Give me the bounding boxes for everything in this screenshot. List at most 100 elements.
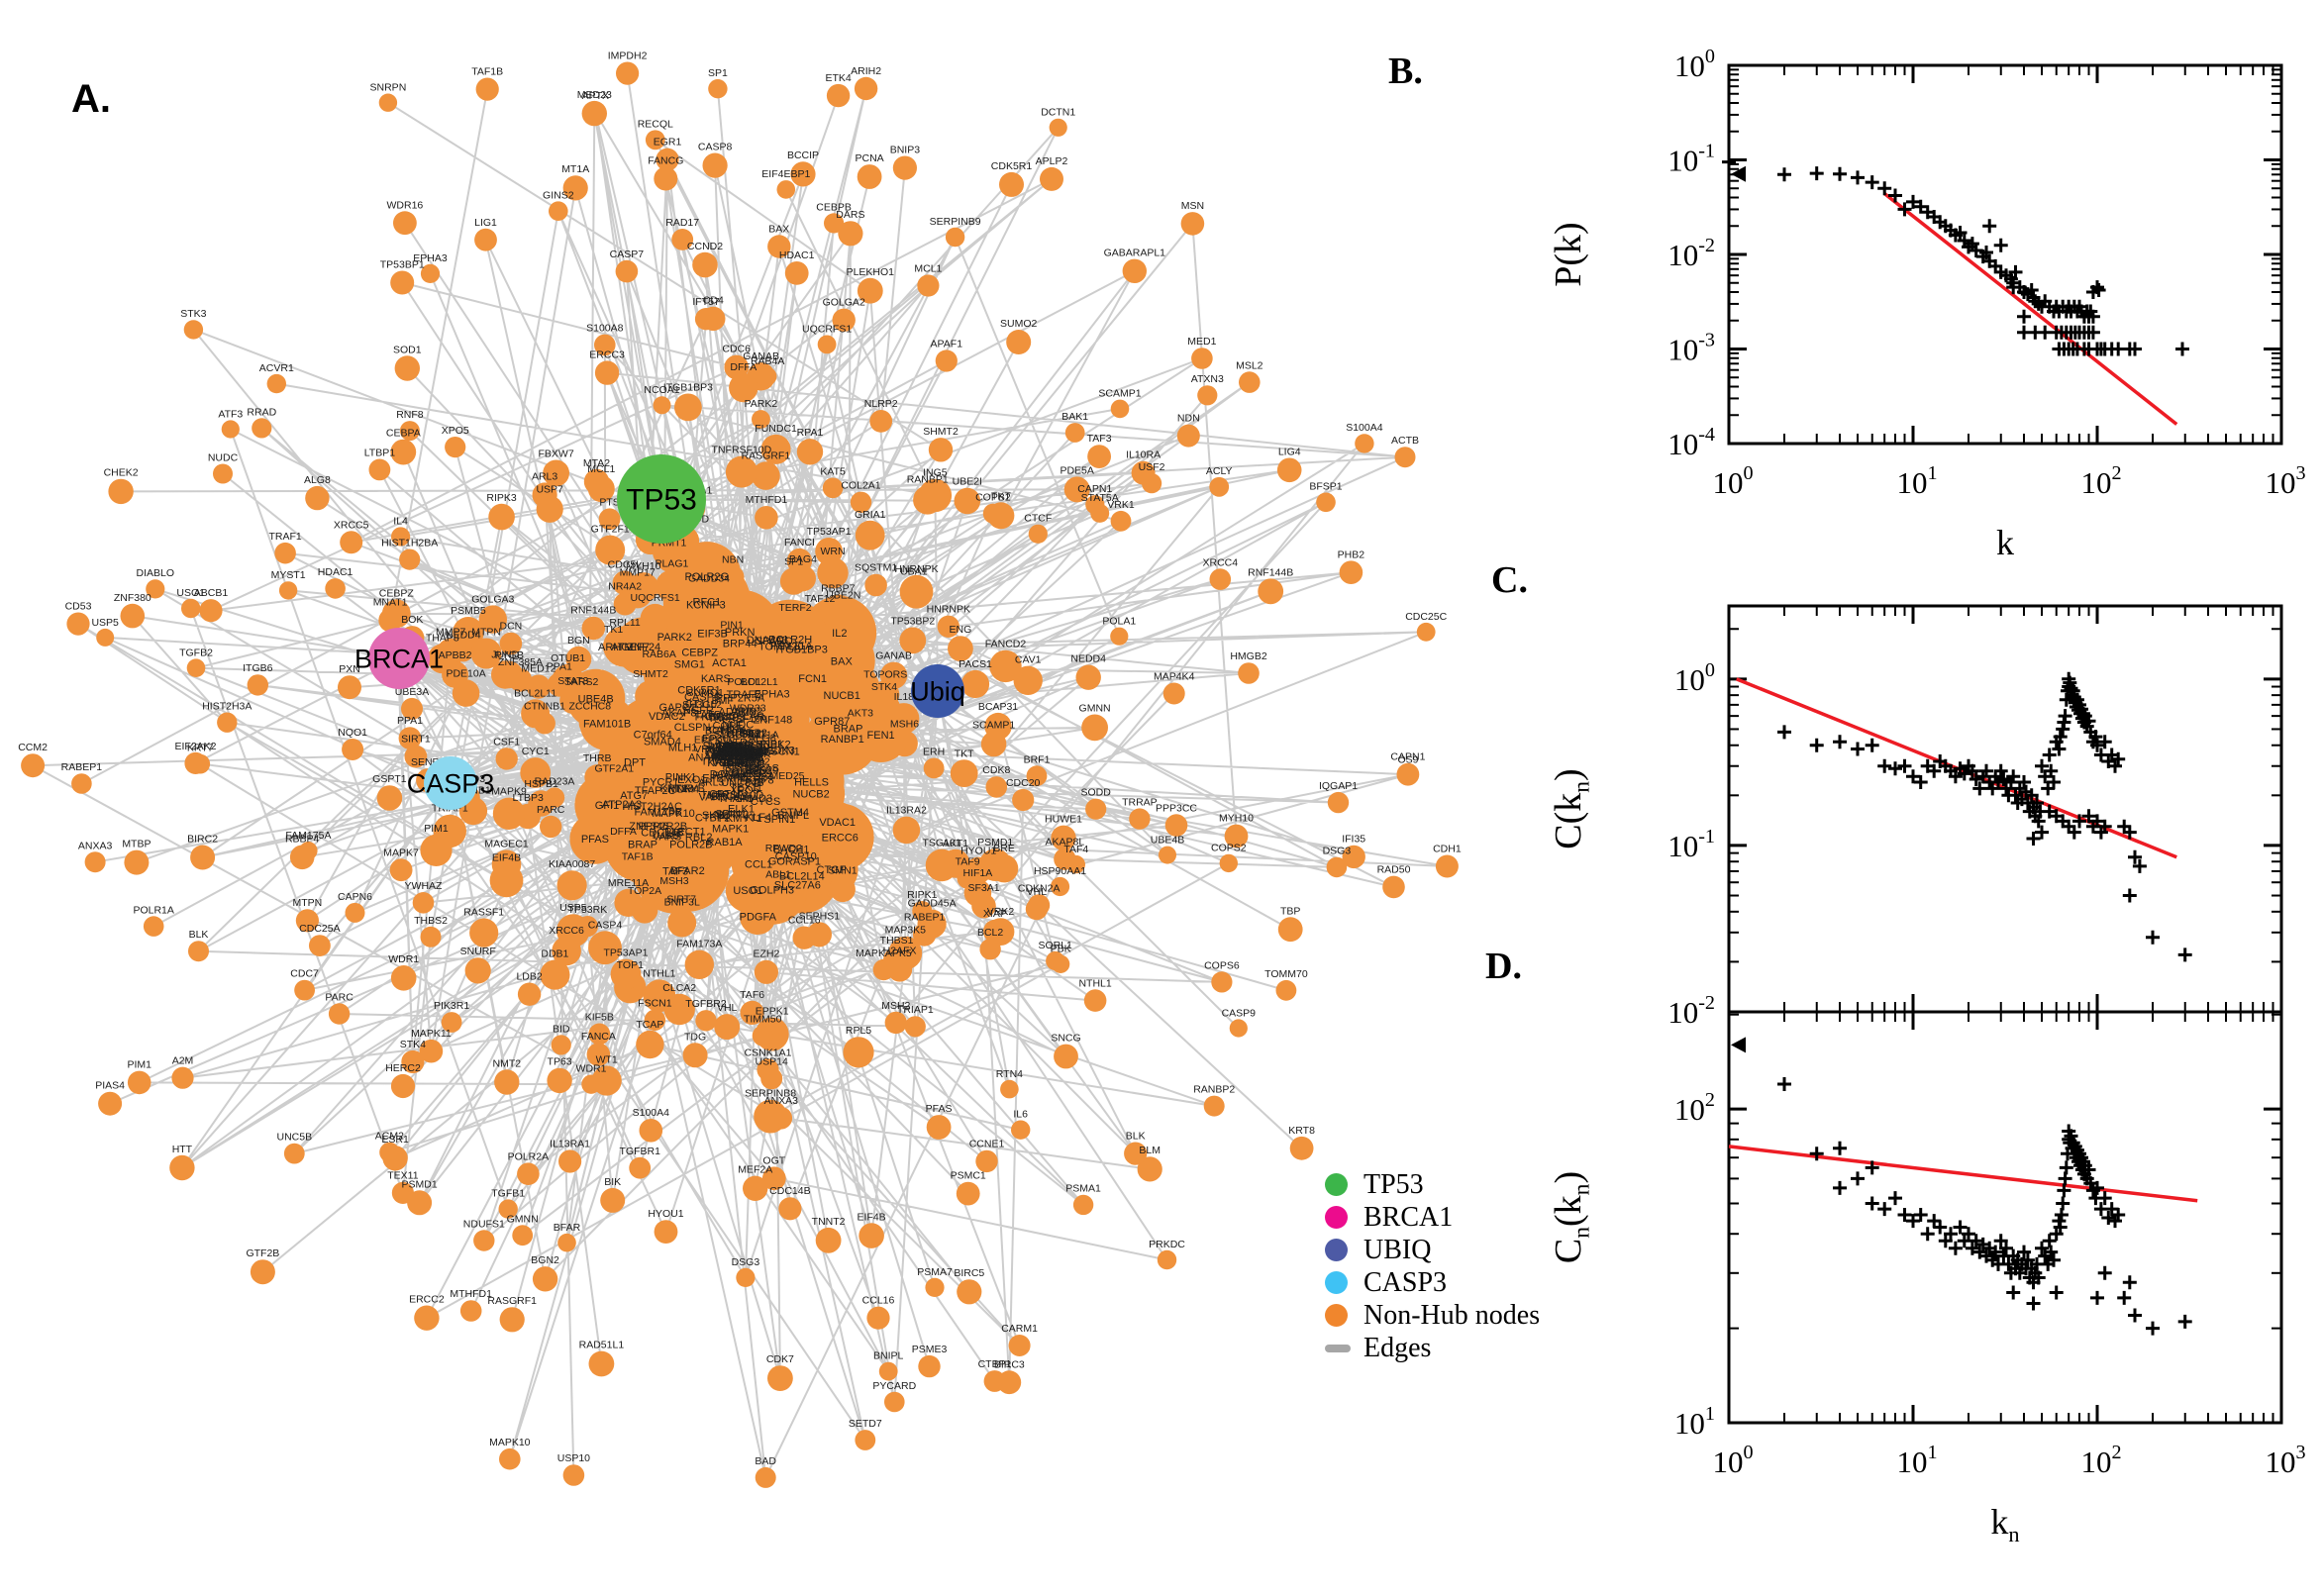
network-node	[1046, 950, 1065, 971]
network-node	[1137, 1156, 1162, 1182]
network-node-label: FSCN1	[638, 998, 672, 1010]
network-node	[917, 274, 940, 297]
network-node	[1276, 457, 1302, 483]
network-node	[615, 259, 639, 283]
network-node-label: IL2	[832, 628, 847, 640]
network-node	[393, 211, 417, 236]
network-node-label: BCL2	[705, 726, 733, 738]
network-node	[984, 712, 1012, 741]
fit-line	[1728, 1145, 2198, 1203]
network-node	[607, 838, 640, 870]
network-node	[872, 958, 895, 981]
network-node	[453, 617, 484, 648]
network-node-label: SUMO1	[687, 687, 725, 699]
network-node-label: SMG1	[674, 658, 705, 670]
network-node	[566, 668, 626, 729]
network-node-label: SERPINB8	[745, 1088, 796, 1100]
plot-frame	[1727, 1010, 2283, 1425]
network-node	[556, 870, 587, 901]
network-node	[188, 941, 209, 962]
network-node	[817, 556, 849, 589]
y-axis-title-B: P(k)	[1548, 222, 1589, 286]
network-node	[776, 180, 796, 199]
network-node-label: MAPK1	[712, 824, 749, 836]
network-node-label: NEDD8	[719, 748, 756, 759]
network-node	[824, 213, 845, 234]
network-node-label: COPS6	[1204, 959, 1240, 971]
network-node-label: CAPN1	[1390, 751, 1425, 763]
network-node-label: HDAC1	[318, 566, 354, 578]
network-node	[474, 228, 497, 251]
network-node	[654, 166, 678, 191]
network-node	[956, 1181, 980, 1206]
network-node-label: MMP17	[620, 566, 656, 578]
network-node	[469, 918, 499, 948]
network-node	[588, 1350, 615, 1377]
network-node	[1054, 1044, 1078, 1069]
network-node	[544, 787, 565, 808]
network-node-label: PARC	[537, 804, 565, 816]
network-node-label: WRN	[820, 546, 845, 557]
network-node	[1191, 348, 1213, 369]
network-node	[394, 355, 420, 381]
network-node-label: HRH1	[719, 742, 749, 753]
network-node	[266, 373, 286, 394]
network-node-label: CLSPN	[674, 722, 711, 734]
y-axis-title-D: Cn(kn)	[1548, 1171, 1594, 1263]
network-node	[858, 1223, 884, 1248]
network-node	[340, 531, 363, 554]
network-node	[171, 1066, 194, 1089]
network-node-label: THBS1	[880, 935, 914, 947]
network-node-label: STAT5A	[1081, 492, 1119, 504]
network-node	[66, 612, 90, 636]
network-node	[684, 949, 714, 979]
network-node	[755, 1466, 776, 1488]
network-node	[1209, 476, 1230, 497]
network-node	[1110, 627, 1129, 646]
network-node	[843, 1037, 874, 1068]
network-node-label: BFAR	[554, 1222, 581, 1234]
network-node	[640, 603, 670, 634]
network-node-label: NUDC	[722, 719, 754, 731]
network-node	[98, 1091, 123, 1116]
network-node	[1064, 423, 1085, 443]
network-node	[1209, 568, 1232, 590]
network-node-label: CYC1	[522, 746, 550, 757]
network-node-label: PCNA	[856, 152, 884, 164]
network-node	[866, 1306, 890, 1330]
network-node-label: CEBPZ	[379, 587, 415, 599]
network-node	[325, 578, 346, 599]
network-node	[401, 697, 423, 720]
network-node-label: SMAD3	[735, 793, 772, 805]
network-node-label: TCAP	[636, 1019, 663, 1031]
network-node	[694, 308, 718, 331]
network-node	[1435, 854, 1459, 878]
network-node-label: MNAT1	[373, 597, 408, 609]
network-node-label: PHB2	[1338, 549, 1365, 561]
network-node-label: CD4	[703, 295, 724, 307]
network-node-label: RASGRF1	[742, 449, 791, 461]
network-node	[725, 455, 758, 488]
network-node-label: SMN1	[828, 864, 857, 876]
network-node	[928, 438, 954, 462]
network-node-label: TDG	[684, 1031, 706, 1043]
network-node	[948, 636, 973, 661]
network-node-label: FNTA	[721, 724, 748, 736]
network-node	[378, 608, 402, 633]
network-node-label: CCM2	[18, 742, 48, 753]
network-node-label: THAP8	[718, 793, 753, 805]
network-node-label: WDR16	[387, 199, 424, 211]
network-node-label: NFYB	[676, 783, 705, 795]
network-node	[399, 549, 421, 570]
network-nodes	[21, 61, 1459, 1488]
network-node	[247, 674, 268, 696]
network-node-label: HMGB2	[1230, 650, 1267, 662]
network-node	[1180, 212, 1205, 236]
axis-ticks	[1727, 1012, 2283, 1425]
network-node	[1008, 1335, 1031, 1356]
network-node	[790, 161, 816, 187]
network-node	[404, 745, 428, 768]
network-node-label: IL13RA2	[886, 805, 927, 817]
network-node-label: FKBP8	[695, 712, 730, 724]
